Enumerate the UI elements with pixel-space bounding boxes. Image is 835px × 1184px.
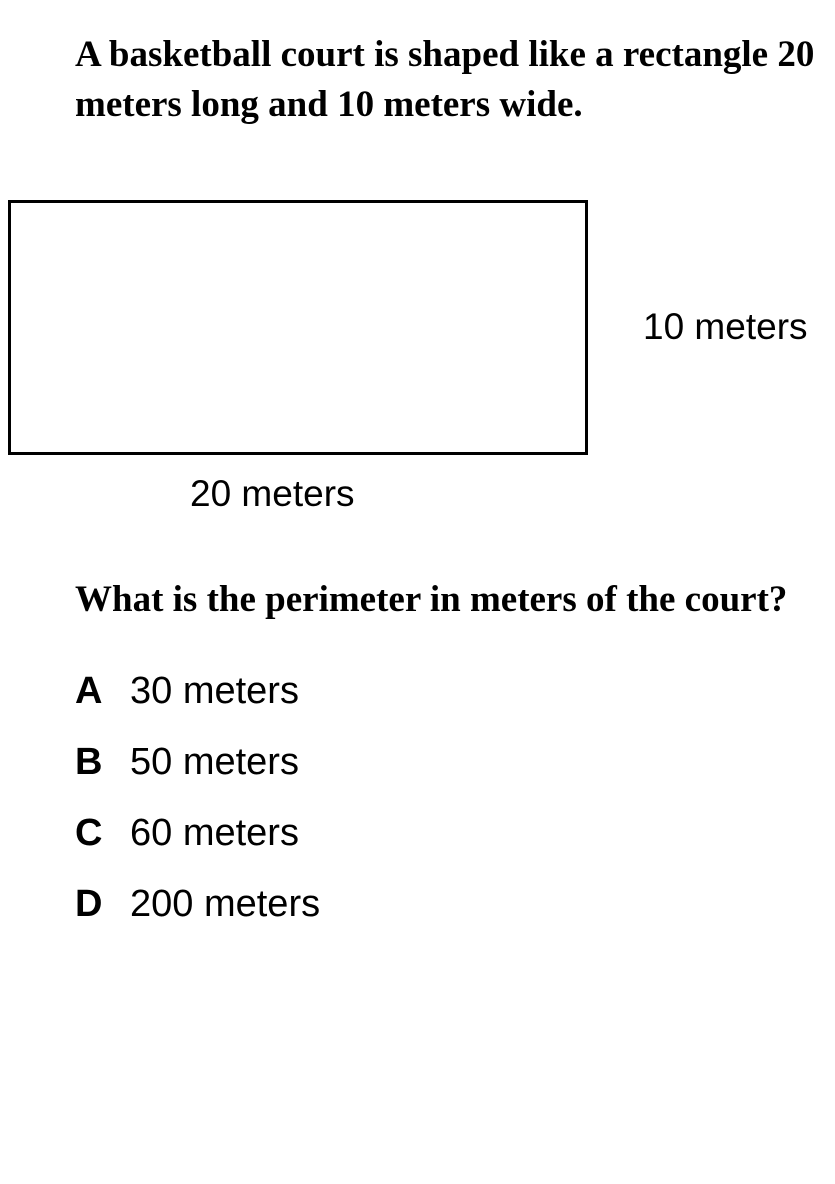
choice-text: 50 meters: [130, 741, 299, 784]
problem-question: What is the perimeter in meters of the c…: [75, 575, 815, 625]
problem-intro: A basketball court is shaped like a rect…: [75, 30, 815, 130]
choice-letter: B: [75, 741, 130, 784]
choice-letter: C: [75, 812, 130, 855]
choice-text: 60 meters: [130, 812, 299, 855]
rectangle-right-label: 10 meters: [643, 306, 808, 348]
choice-a[interactable]: A 30 meters: [75, 670, 835, 713]
choice-text: 30 meters: [130, 670, 299, 713]
choice-letter: A: [75, 670, 130, 713]
choice-text: 200 meters: [130, 883, 320, 926]
choice-letter: D: [75, 883, 130, 926]
rectangle-bottom-label: 20 meters: [190, 473, 835, 515]
choice-b[interactable]: B 50 meters: [75, 741, 835, 784]
rectangle-shape: [8, 200, 588, 455]
page: A basketball court is shaped like a rect…: [0, 0, 835, 1184]
answer-choices: A 30 meters B 50 meters C 60 meters D 20…: [75, 670, 835, 926]
choice-c[interactable]: C 60 meters: [75, 812, 835, 855]
diagram: 10 meters: [0, 200, 835, 455]
choice-d[interactable]: D 200 meters: [75, 883, 835, 926]
